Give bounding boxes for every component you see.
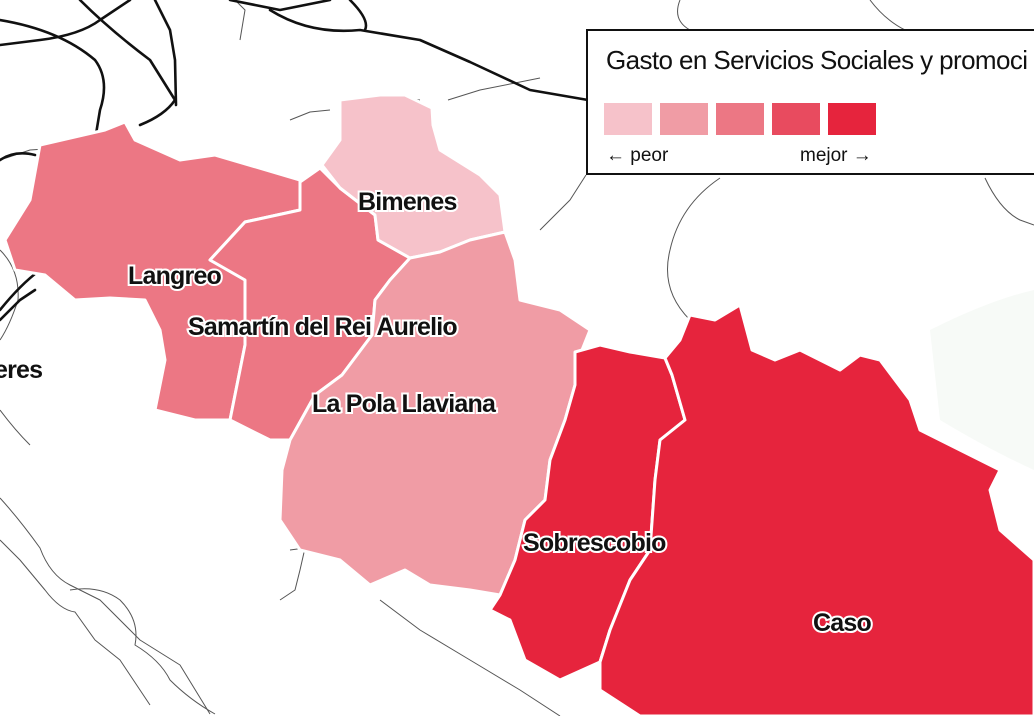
background-area (930, 290, 1034, 470)
label-sobrescobio: Sobrescobio (523, 529, 666, 557)
legend: Gasto en Servicios Sociales y promoci ← … (586, 29, 1034, 175)
region-caso[interactable] (598, 303, 1034, 716)
legend-swatch-3 (716, 103, 764, 135)
label-outside-eres: eres (0, 356, 42, 384)
legend-swatch-1 (604, 103, 652, 135)
legend-swatches (604, 103, 876, 135)
legend-swatch-4 (772, 103, 820, 135)
roads (0, 0, 590, 322)
legend-swatch-2 (660, 103, 708, 135)
label-langreo: Langreo (128, 262, 222, 290)
legend-high-label: mejor → (800, 145, 872, 166)
legend-swatch-5 (828, 103, 876, 135)
label-samartin: Samartín del Rei Aurelio (188, 313, 457, 341)
label-la-pola-llaviana: La Pola Llaviana (312, 390, 497, 418)
legend-low-label: ← peor (606, 145, 669, 166)
label-caso: Caso (813, 609, 871, 637)
label-bimenes: Bimenes (358, 188, 457, 216)
legend-title: Gasto en Servicios Sociales y promoci (606, 45, 1028, 75)
